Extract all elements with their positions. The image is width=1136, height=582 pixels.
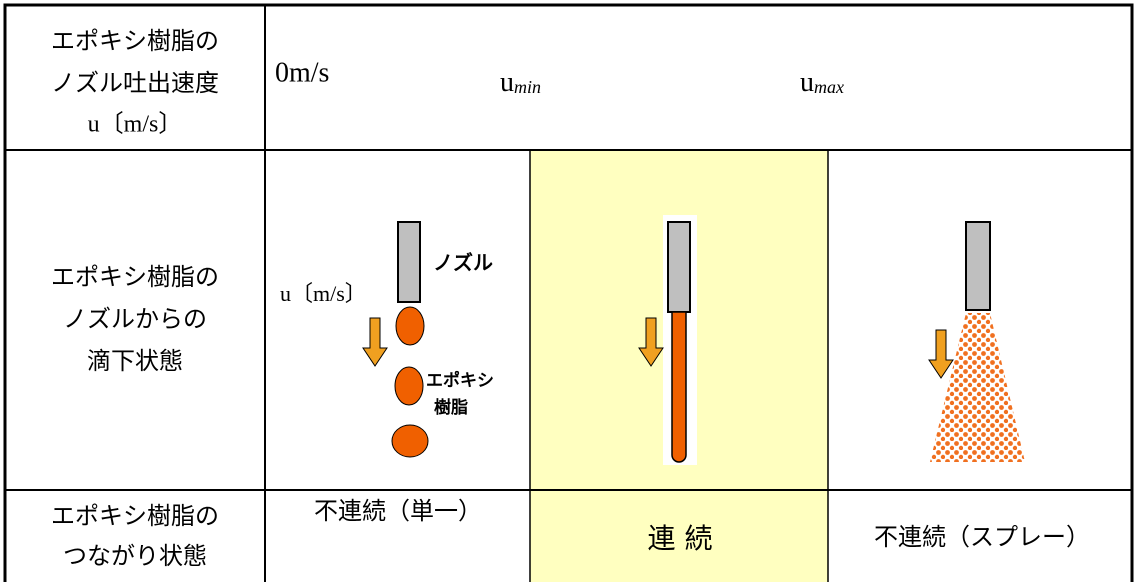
annotation: ノズル: [433, 251, 493, 275]
cell-text: 不連続（単一）: [314, 497, 482, 525]
annotation: エポキシ: [426, 370, 494, 391]
cell-text: 連 続: [648, 522, 713, 555]
flow-arrow: [928, 329, 954, 379]
annotation: 樹脂: [434, 397, 468, 418]
row-label: 滴下状態: [87, 347, 183, 375]
droplet: [394, 366, 424, 406]
flow-arrow: [362, 317, 388, 367]
outer-border: [3, 3, 1134, 582]
nozzle: [397, 221, 421, 303]
nozzle: [965, 221, 991, 311]
annotation: u〔m/s〕: [280, 281, 367, 306]
spray: [930, 313, 1025, 462]
grid: [3, 3, 1134, 582]
flow-arrow: [638, 317, 664, 367]
droplet: [391, 424, 429, 458]
row-label: ノズル吐出速度: [51, 69, 219, 97]
speed-label: 0m/s: [275, 57, 329, 88]
row-label: ノズルからの: [63, 305, 207, 333]
speed-label: umax: [800, 67, 844, 98]
row-label: つながり状態: [63, 542, 207, 570]
speed-sub: max: [814, 77, 844, 97]
row-label: u〔m/s〕: [88, 112, 183, 138]
speed-sub: min: [514, 77, 541, 97]
speed-base: u: [500, 67, 514, 98]
row-label: エポキシ樹脂の: [51, 27, 219, 55]
droplet: [395, 306, 425, 346]
nozzle: [667, 221, 691, 313]
row-label: エポキシ樹脂の: [51, 502, 219, 530]
speed-base: u: [800, 67, 814, 98]
cell-text: 不連続（スプレー）: [874, 523, 1090, 551]
speed-label: umin: [500, 67, 541, 98]
row-label: エポキシ樹脂の: [51, 263, 219, 291]
stream: [671, 311, 687, 463]
